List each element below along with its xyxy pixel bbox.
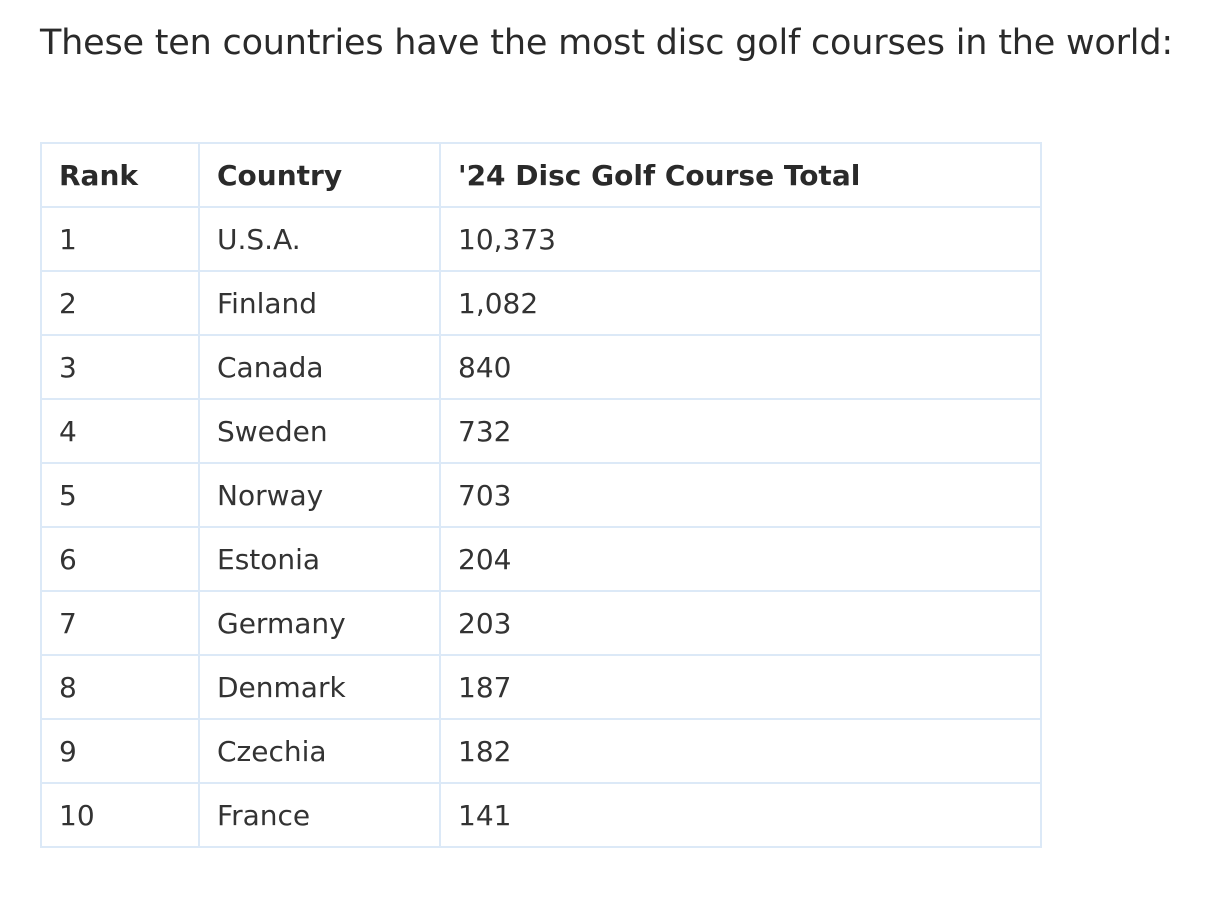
table-row: 9 Czechia 182 [40,718,1042,784]
cell-country: Sweden [198,398,441,464]
disc-golf-courses-table: Rank Country '24 Disc Golf Course Total … [40,142,1042,848]
table-row: 10 France 141 [40,782,1042,848]
cell-country: U.S.A. [198,206,441,272]
table-row: 3 Canada 840 [40,334,1042,400]
cell-total: 203 [439,590,1042,656]
cell-rank: 10 [40,782,200,848]
table-row: 6 Estonia 204 [40,526,1042,592]
header-country: Country [198,142,441,208]
header-total: '24 Disc Golf Course Total [439,142,1042,208]
cell-total: 840 [439,334,1042,400]
cell-country: Czechia [198,718,441,784]
cell-rank: 1 [40,206,200,272]
cell-total: 182 [439,718,1042,784]
cell-rank: 7 [40,590,200,656]
cell-rank: 8 [40,654,200,720]
cell-total: 10,373 [439,206,1042,272]
header-row: Rank Country '24 Disc Golf Course Total [40,142,1042,208]
cell-country: Norway [198,462,441,528]
cell-country: Denmark [198,654,441,720]
cell-total: 1,082 [439,270,1042,336]
cell-rank: 2 [40,270,200,336]
table-row: 8 Denmark 187 [40,654,1042,720]
table-row: 4 Sweden 732 [40,398,1042,464]
cell-rank: 5 [40,462,200,528]
cell-total: 703 [439,462,1042,528]
cell-rank: 9 [40,718,200,784]
cell-total: 141 [439,782,1042,848]
cell-total: 204 [439,526,1042,592]
cell-country: Finland [198,270,441,336]
cell-rank: 6 [40,526,200,592]
cell-country: France [198,782,441,848]
table-header: Rank Country '24 Disc Golf Course Total [40,142,1042,208]
table-row: 5 Norway 703 [40,462,1042,528]
cell-country: Canada [198,334,441,400]
table-body: 1 U.S.A. 10,373 2 Finland 1,082 3 Canada… [40,206,1042,848]
header-rank: Rank [40,142,200,208]
table-row: 1 U.S.A. 10,373 [40,206,1042,272]
cell-total: 732 [439,398,1042,464]
intro-text: These ten countries have the most disc g… [40,23,1173,63]
cell-rank: 4 [40,398,200,464]
table-row: 2 Finland 1,082 [40,270,1042,336]
cell-total: 187 [439,654,1042,720]
cell-country: Estonia [198,526,441,592]
cell-rank: 3 [40,334,200,400]
cell-country: Germany [198,590,441,656]
table-row: 7 Germany 203 [40,590,1042,656]
